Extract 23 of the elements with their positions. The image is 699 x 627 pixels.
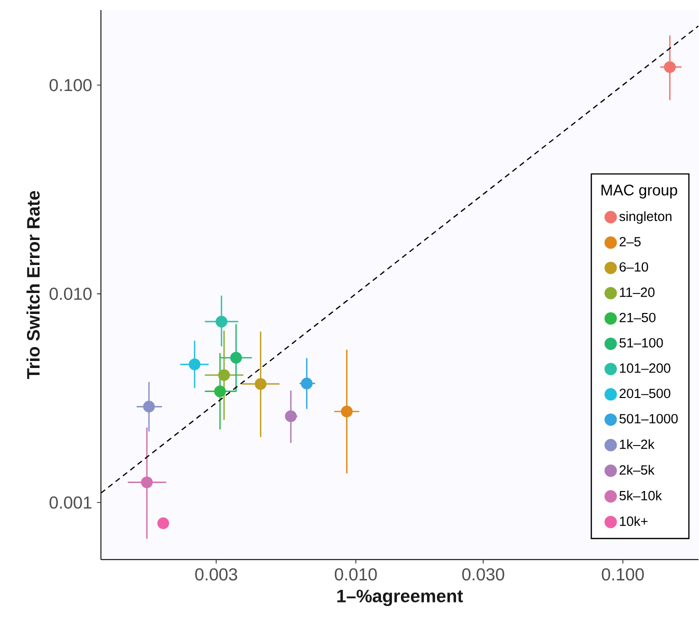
- legend-label: singleton: [619, 212, 672, 224]
- legend-label: 1k–2k: [620, 440, 655, 450]
- legend-label: 2k–5k: [620, 465, 655, 475]
- y-tick-label: 0.001: [50, 496, 92, 509]
- legend-label: 201–500: [620, 388, 670, 398]
- y-axis-title: Trio Switch Error Rate: [26, 191, 40, 380]
- legend-label: 101–200: [620, 364, 670, 374]
- legend-label: 10k+: [620, 516, 648, 526]
- x-tick-label: 0.030: [462, 568, 504, 581]
- legend-title: MAC group: [602, 184, 678, 199]
- legend-label: 21–50: [620, 313, 656, 322]
- y-tick-label: 0.100: [50, 79, 92, 92]
- x-tick-label: 0.010: [334, 568, 377, 581]
- legend-label: 6–10: [620, 262, 648, 272]
- x-axis-title: 1–%agreement: [337, 590, 463, 606]
- legend-label: 5k–10k: [620, 490, 662, 501]
- x-tick-label: 0.003: [195, 568, 238, 581]
- y-tick-label: 0.010: [50, 288, 92, 300]
- x-tick-label: 0.100: [602, 568, 644, 581]
- legend-label: 51–100: [620, 338, 663, 348]
- legend-label: 2–5: [620, 237, 641, 247]
- legend-label: 501–1000: [620, 414, 678, 424]
- legend-label: 11–20: [620, 288, 654, 298]
